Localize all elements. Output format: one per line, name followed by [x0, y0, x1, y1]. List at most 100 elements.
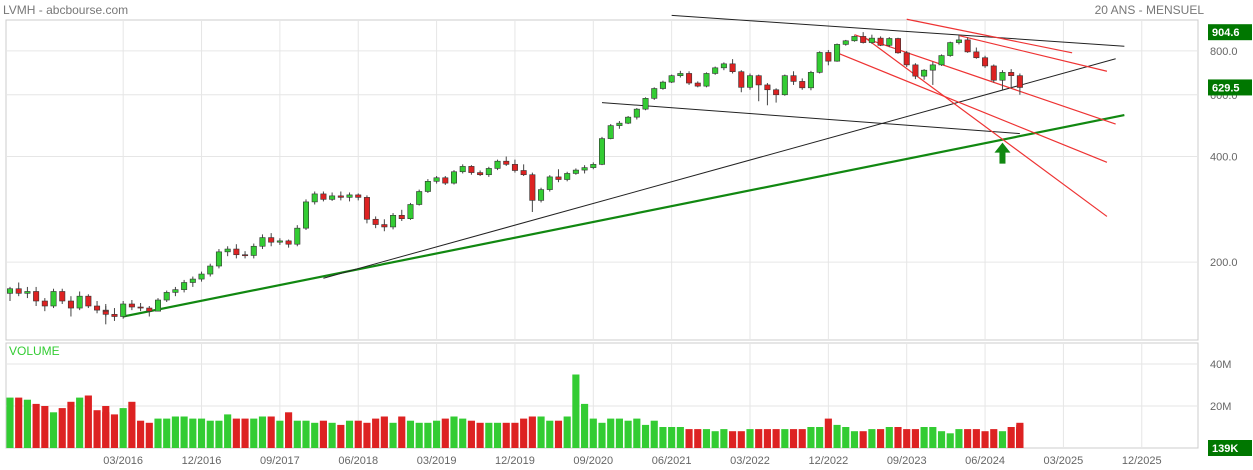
candle — [50, 291, 57, 307]
candle — [181, 282, 188, 290]
volume-bar — [702, 429, 711, 448]
volume-bar — [441, 418, 449, 448]
candle — [807, 72, 814, 89]
price-tag — [1208, 79, 1252, 96]
volume-title: VOLUME — [9, 344, 60, 358]
candle — [346, 194, 353, 198]
volume-bar — [154, 418, 162, 448]
candle — [868, 37, 875, 43]
x-tick-label: 03/2019 — [417, 455, 457, 467]
candle — [964, 39, 971, 53]
volume-bar — [258, 416, 267, 448]
volume-bar — [885, 427, 893, 448]
volume-bar — [206, 420, 214, 448]
candle — [59, 291, 66, 302]
candle — [686, 73, 693, 84]
candle — [694, 82, 701, 87]
volume-bar — [711, 431, 719, 448]
up-arrow-icon — [994, 142, 1011, 164]
volume-bar — [990, 429, 998, 448]
volume-bar — [1007, 427, 1015, 448]
candle — [912, 64, 919, 77]
rising-trendline — [323, 58, 1116, 279]
volume-bar — [694, 429, 702, 448]
candle — [581, 167, 588, 171]
candle — [781, 75, 788, 96]
x-tick-label: 03/2022 — [730, 455, 770, 467]
volume-bar — [345, 420, 354, 448]
volume-bar — [528, 416, 536, 448]
candle — [903, 52, 910, 66]
volume-bar — [93, 410, 101, 448]
volume-bar — [868, 429, 876, 448]
candle — [398, 215, 405, 220]
volume-bar — [668, 427, 676, 448]
volume-bar — [119, 408, 127, 448]
candle — [651, 88, 658, 99]
volume-bar — [76, 397, 84, 448]
volume-bar — [285, 412, 293, 448]
candle — [712, 67, 719, 74]
x-tick-label: 03/2025 — [1044, 455, 1084, 467]
volume-bar — [546, 420, 554, 448]
candle — [990, 65, 997, 81]
candle — [442, 177, 449, 184]
candle — [607, 125, 614, 139]
candle — [842, 40, 849, 45]
volume-bar — [737, 431, 745, 448]
candle — [407, 204, 414, 220]
candle — [755, 75, 762, 86]
candle — [207, 265, 214, 275]
x-tick-label: 06/2018 — [338, 455, 378, 467]
x-tick-label: 12/2016 — [182, 455, 222, 467]
candle — [276, 240, 283, 243]
volume-bar — [877, 429, 885, 448]
volume-bar — [520, 418, 528, 448]
volume-bar — [49, 412, 58, 448]
volume-bar — [607, 418, 615, 448]
volume-bar — [641, 424, 650, 448]
candle — [529, 174, 536, 201]
candle — [33, 291, 40, 302]
candle — [494, 160, 501, 169]
volume-tick-label: 20M — [1210, 401, 1231, 413]
volume-bar — [920, 427, 928, 448]
volume-bar — [189, 418, 197, 448]
candle — [938, 55, 945, 66]
candle — [67, 300, 74, 309]
candle — [285, 240, 292, 245]
y-tick-label: 800.0 — [1210, 46, 1238, 58]
candle — [729, 63, 736, 73]
volume-bar — [128, 401, 136, 448]
volume-bar — [833, 424, 841, 448]
volume-bar — [23, 399, 31, 448]
candle — [790, 75, 797, 82]
candle — [41, 300, 48, 307]
volume-bar — [424, 422, 432, 448]
volume-tag — [1208, 440, 1252, 456]
volume-bar — [267, 416, 275, 448]
volume-bar — [485, 422, 493, 448]
candle — [250, 245, 257, 256]
candle — [886, 38, 893, 46]
volume-bar — [755, 429, 763, 448]
candle — [520, 170, 527, 176]
volume-bar — [903, 429, 911, 448]
volume-bar — [650, 420, 658, 448]
volume-tag-label: 139K — [1212, 443, 1238, 455]
y-tick-label: 200.0 — [1210, 257, 1238, 269]
candle — [921, 69, 928, 77]
volume-bar — [6, 397, 14, 448]
candle — [877, 37, 884, 46]
candle — [189, 278, 196, 283]
volume-bar — [163, 418, 171, 448]
volume-bar — [929, 427, 937, 448]
volume-bar — [998, 431, 1007, 448]
candle — [311, 193, 318, 203]
candle — [642, 98, 649, 110]
volume-bar — [276, 420, 284, 448]
volume-bar — [476, 422, 484, 448]
volume-bar — [398, 416, 406, 448]
candle — [329, 195, 336, 200]
